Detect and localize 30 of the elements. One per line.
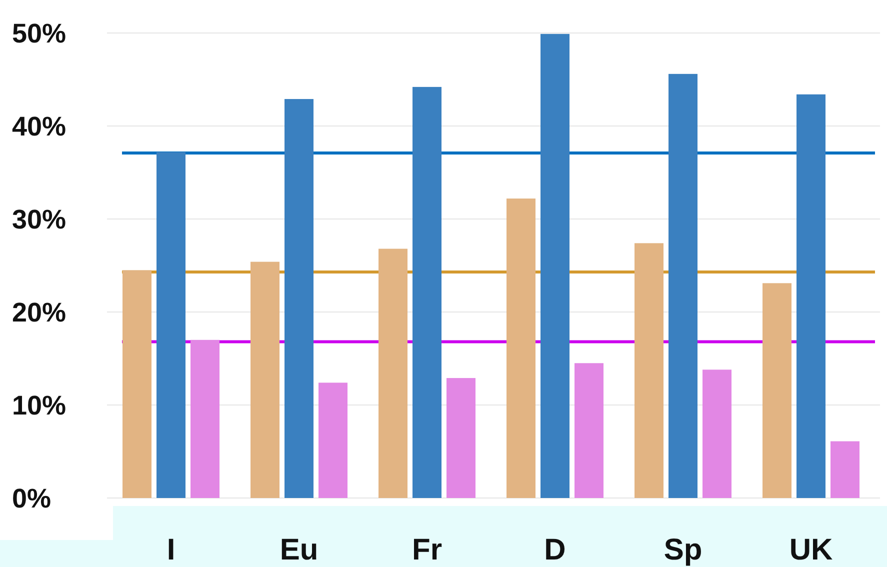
bar [540,34,570,498]
bar [318,382,348,498]
bar [284,99,314,498]
bar [668,74,698,498]
bar [378,248,408,498]
bar [796,94,826,498]
x-tick-label: Fr [412,534,442,566]
y-tick-label: 30% [12,204,66,234]
x-tick-label: Sp [664,534,702,566]
x-tick-label: I [166,534,176,566]
y-tick-label: 50% [12,18,66,48]
bar [830,441,860,498]
x-tick-label: D [544,534,566,566]
bar [446,378,476,498]
bar [156,152,186,498]
bar [122,270,152,498]
bar [634,243,664,498]
y-tick-label: 40% [12,111,66,142]
bar [506,198,536,498]
x-tick-label: UK [789,534,833,566]
x-tick-label: Eu [280,534,318,566]
y-tick-label: 0% [12,483,52,514]
bar [250,262,280,498]
bar [190,340,220,498]
y-tick-label: 20% [12,297,66,328]
bar [412,86,442,498]
bar [574,363,604,498]
bar [762,283,792,498]
y-tick-label: 10% [12,390,66,420]
bar [702,370,732,498]
